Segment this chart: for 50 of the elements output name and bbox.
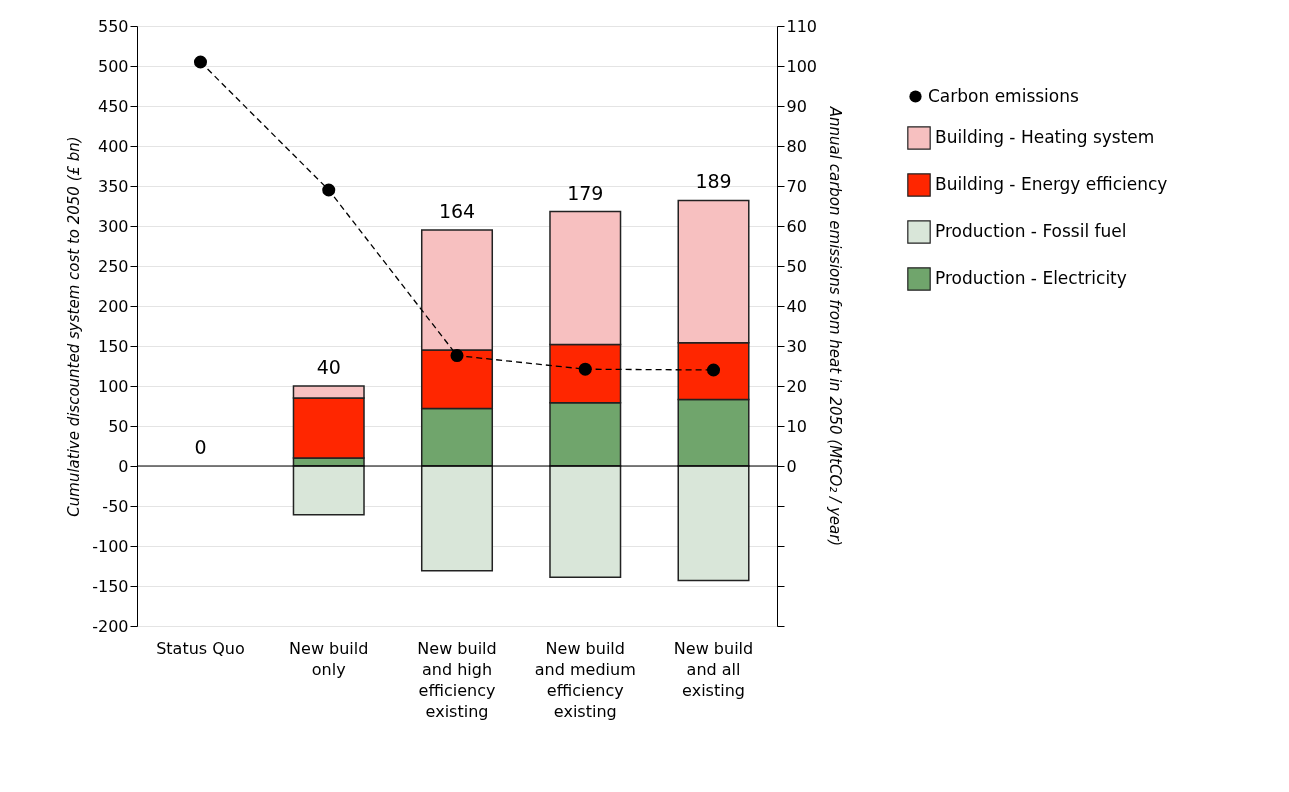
y2-tick-label: 60 [786,216,807,236]
legend-label: Production - Fossil fuel [935,221,1127,241]
total-label: 189 [695,170,732,193]
y2-tick-label: 20 [786,376,807,396]
y2-tick-label: 80 [786,136,807,156]
legend-label: Carbon emissions [928,85,1079,106]
y-tick-label: 450 [97,96,129,116]
y2-tick-label: 110 [786,16,818,36]
point [322,183,336,197]
y-tick-label: 50 [108,416,129,436]
x-tick-label: New build and all existing [673,638,754,700]
total-label: 164 [438,200,476,222]
x-tick-label: New build only [289,638,369,679]
y-tick-label: 150 [97,336,129,356]
y-tick-label: -150 [92,576,129,596]
y2-tick-label: 70 [786,176,807,196]
total-label: 0 [194,436,207,458]
point [450,349,464,363]
y2-tick-label: 90 [786,96,807,116]
point [578,362,592,376]
y2-tick-label: 100 [786,56,818,76]
y-tick-label: 300 [97,216,129,236]
y-tick-label: 550 [97,16,129,36]
point [193,55,208,69]
y-tick-label: -50 [102,496,129,516]
y-tick-label: -100 [92,536,129,556]
legend-label: Building - Heating system [935,127,1155,147]
y-tick-label: 100 [97,376,129,396]
y2-axis-title: Annual carbon emissions from heat in 2050 (MtCO₂ / year) [826,105,845,547]
y2-tick-label: 10 [786,416,807,436]
y-tick-label: 200 [97,296,129,316]
y-tick-label: 350 [97,176,129,196]
y-tick-label: 250 [97,256,129,276]
y2-tick-label: 40 [786,296,807,316]
y2-tick-label: 50 [786,256,807,276]
x-tick-label: New build and high efficiency existing [417,638,497,721]
total-label: 40 [316,356,341,378]
y-tick-label: 500 [97,56,129,76]
y2-tick-label: 30 [786,336,807,356]
y2-tick-label: 0 [786,456,797,476]
y-tick-label: -200 [92,616,129,636]
legend-label: Production - Electricity [935,268,1127,288]
x-tick-label: Status Quo [156,638,245,658]
point [706,363,721,377]
x-tick-label: New build and medium efficiency existing [534,638,636,721]
y-tick-label: 400 [97,136,129,156]
y-tick-label: 0 [118,456,129,476]
total-label: 179 [567,181,604,204]
legend-label: Building - Energy efficiency [935,174,1168,194]
y-axis-title: Cumulative discounted system cost to 2050 (£ bn) [65,136,84,517]
